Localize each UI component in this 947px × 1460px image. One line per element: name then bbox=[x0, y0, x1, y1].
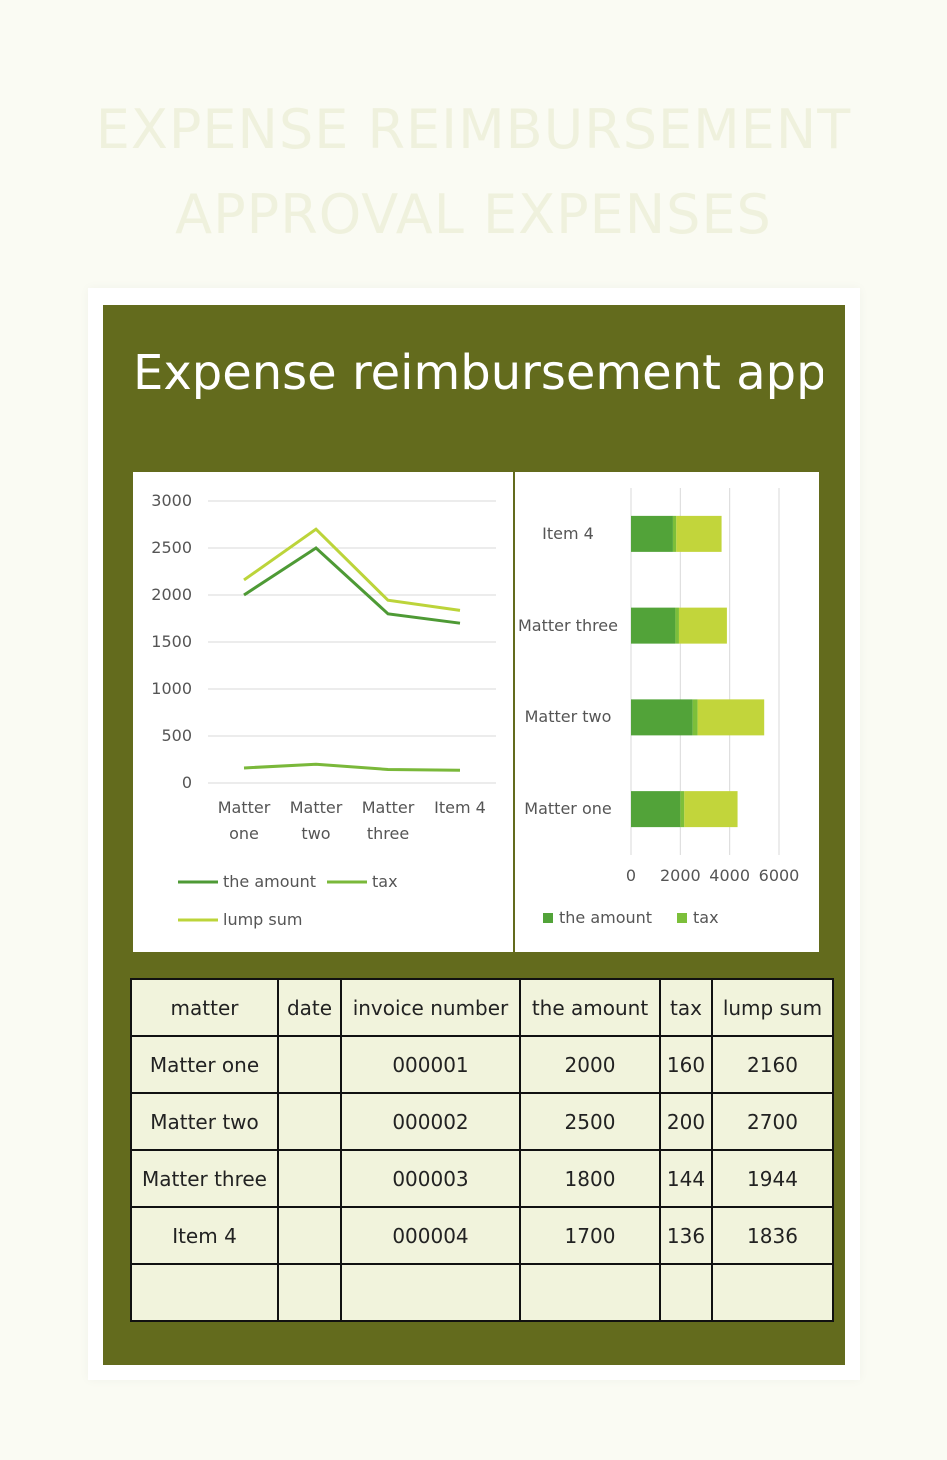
table-cell: 136 bbox=[659, 1206, 713, 1265]
faded-title: EXPENSE REIMBURSEMENT bbox=[95, 98, 852, 161]
y-tick-label: Matter one bbox=[524, 799, 612, 819]
table-cell: date bbox=[277, 978, 342, 1037]
bar-segment bbox=[631, 791, 681, 828]
bar-segment bbox=[678, 607, 727, 644]
bar-segment bbox=[697, 699, 765, 736]
legend-label: tax bbox=[693, 908, 719, 927]
legend-swatch bbox=[543, 913, 553, 923]
table-cell: Matter three bbox=[130, 1149, 279, 1208]
y-tick-label: Item 4 bbox=[542, 523, 594, 543]
table-row bbox=[130, 1263, 834, 1322]
table-cell: 144 bbox=[659, 1149, 713, 1208]
table-row: Matter one 000001 2000 160 2160 bbox=[130, 1035, 834, 1094]
table-cell: 2700 bbox=[711, 1092, 834, 1151]
bar-segment bbox=[680, 791, 685, 828]
table-cell: 160 bbox=[659, 1035, 713, 1094]
line-series bbox=[243, 762, 461, 772]
y-tick-label: 0 bbox=[181, 773, 192, 792]
table-cell: 000004 bbox=[340, 1206, 521, 1265]
y-tick-label: 3000 bbox=[151, 491, 192, 510]
x-tick-label: 0 bbox=[625, 866, 637, 885]
y-tick-label: 2000 bbox=[151, 585, 192, 604]
table-cell bbox=[277, 1149, 342, 1208]
table-cell bbox=[519, 1263, 661, 1322]
table-cell bbox=[340, 1263, 521, 1322]
y-tick-label: 1500 bbox=[151, 632, 192, 651]
table-cell bbox=[277, 1263, 342, 1322]
table: matter date invoice number the amount tax lum… bbox=[130, 978, 834, 1322]
table-cell: 000003 bbox=[340, 1149, 521, 1208]
line-chart-box bbox=[133, 472, 513, 952]
bar-segment bbox=[675, 607, 679, 644]
table-cell: 2500 bbox=[519, 1092, 661, 1151]
table-cell: 000001 bbox=[340, 1035, 521, 1094]
table-cell bbox=[130, 1263, 279, 1322]
x-tick-label: Matter three bbox=[361, 798, 415, 843]
table-row: Matter three 000003 1800 144 1944 bbox=[130, 1149, 834, 1208]
bar-segment bbox=[692, 699, 698, 736]
table-cell: 000002 bbox=[340, 1092, 521, 1151]
x-tick-label: Matter two bbox=[289, 798, 343, 843]
table-cell: 2000 bbox=[519, 1035, 661, 1094]
table-cell bbox=[277, 1092, 342, 1151]
legend-label: lump sum bbox=[223, 910, 303, 929]
y-tick-label: Matter two bbox=[524, 707, 612, 727]
bar-segment bbox=[631, 515, 673, 552]
panel-title: Expense reimbursement appr bbox=[133, 345, 823, 401]
table-cell: invoice number bbox=[340, 978, 521, 1037]
x-tick-label: Item 4 bbox=[434, 798, 486, 817]
table-row: matter date invoice number the amount tax lum… bbox=[130, 978, 834, 1037]
faded-title: APPROVAL EXPENSES bbox=[175, 183, 772, 246]
table-cell bbox=[277, 1035, 342, 1094]
table-cell: 2160 bbox=[711, 1035, 834, 1094]
table-cell: 1836 bbox=[711, 1206, 834, 1265]
table-cell: Item 4 bbox=[130, 1206, 279, 1265]
table-cell: the amount bbox=[519, 978, 661, 1037]
table-cell bbox=[277, 1206, 342, 1265]
bar-segment bbox=[684, 791, 738, 828]
x-tick-label: 6000 bbox=[758, 866, 800, 885]
legend-swatch bbox=[677, 913, 687, 923]
table-cell: 1944 bbox=[711, 1149, 834, 1208]
legend-label: the amount bbox=[559, 908, 653, 927]
table-cell: matter bbox=[130, 978, 279, 1037]
line-series bbox=[243, 527, 461, 612]
table-row: Item 4 000004 1700 136 1836 bbox=[130, 1206, 834, 1265]
y-tick-label: 500 bbox=[161, 726, 192, 745]
bar-segment bbox=[631, 699, 693, 736]
bar-segment bbox=[631, 607, 676, 644]
y-tick-label: 2500 bbox=[151, 538, 192, 557]
table-cell: tax bbox=[659, 978, 713, 1037]
table-cell: 1800 bbox=[519, 1149, 661, 1208]
legend-label: the amount bbox=[223, 872, 317, 891]
table-cell: 1700 bbox=[519, 1206, 661, 1265]
x-tick-label: 2000 bbox=[659, 866, 701, 885]
table-cell: 200 bbox=[659, 1092, 713, 1151]
x-tick-label: Matter one bbox=[217, 798, 271, 843]
y-tick-label: Matter three bbox=[518, 615, 618, 635]
x-tick-label: 4000 bbox=[709, 866, 751, 885]
line-series bbox=[243, 546, 461, 625]
table-cell bbox=[711, 1263, 834, 1322]
table-row: Matter two 000002 2500 200 2700 bbox=[130, 1092, 834, 1151]
bar-segment bbox=[672, 515, 677, 552]
legend-label: tax bbox=[372, 872, 398, 891]
table-cell: Matter one bbox=[130, 1035, 279, 1094]
table-cell bbox=[659, 1263, 713, 1322]
table-cell: lump sum bbox=[711, 978, 834, 1037]
table-cell: Matter two bbox=[130, 1092, 279, 1151]
y-tick-label: 1000 bbox=[151, 679, 192, 698]
bar-segment bbox=[676, 515, 722, 552]
